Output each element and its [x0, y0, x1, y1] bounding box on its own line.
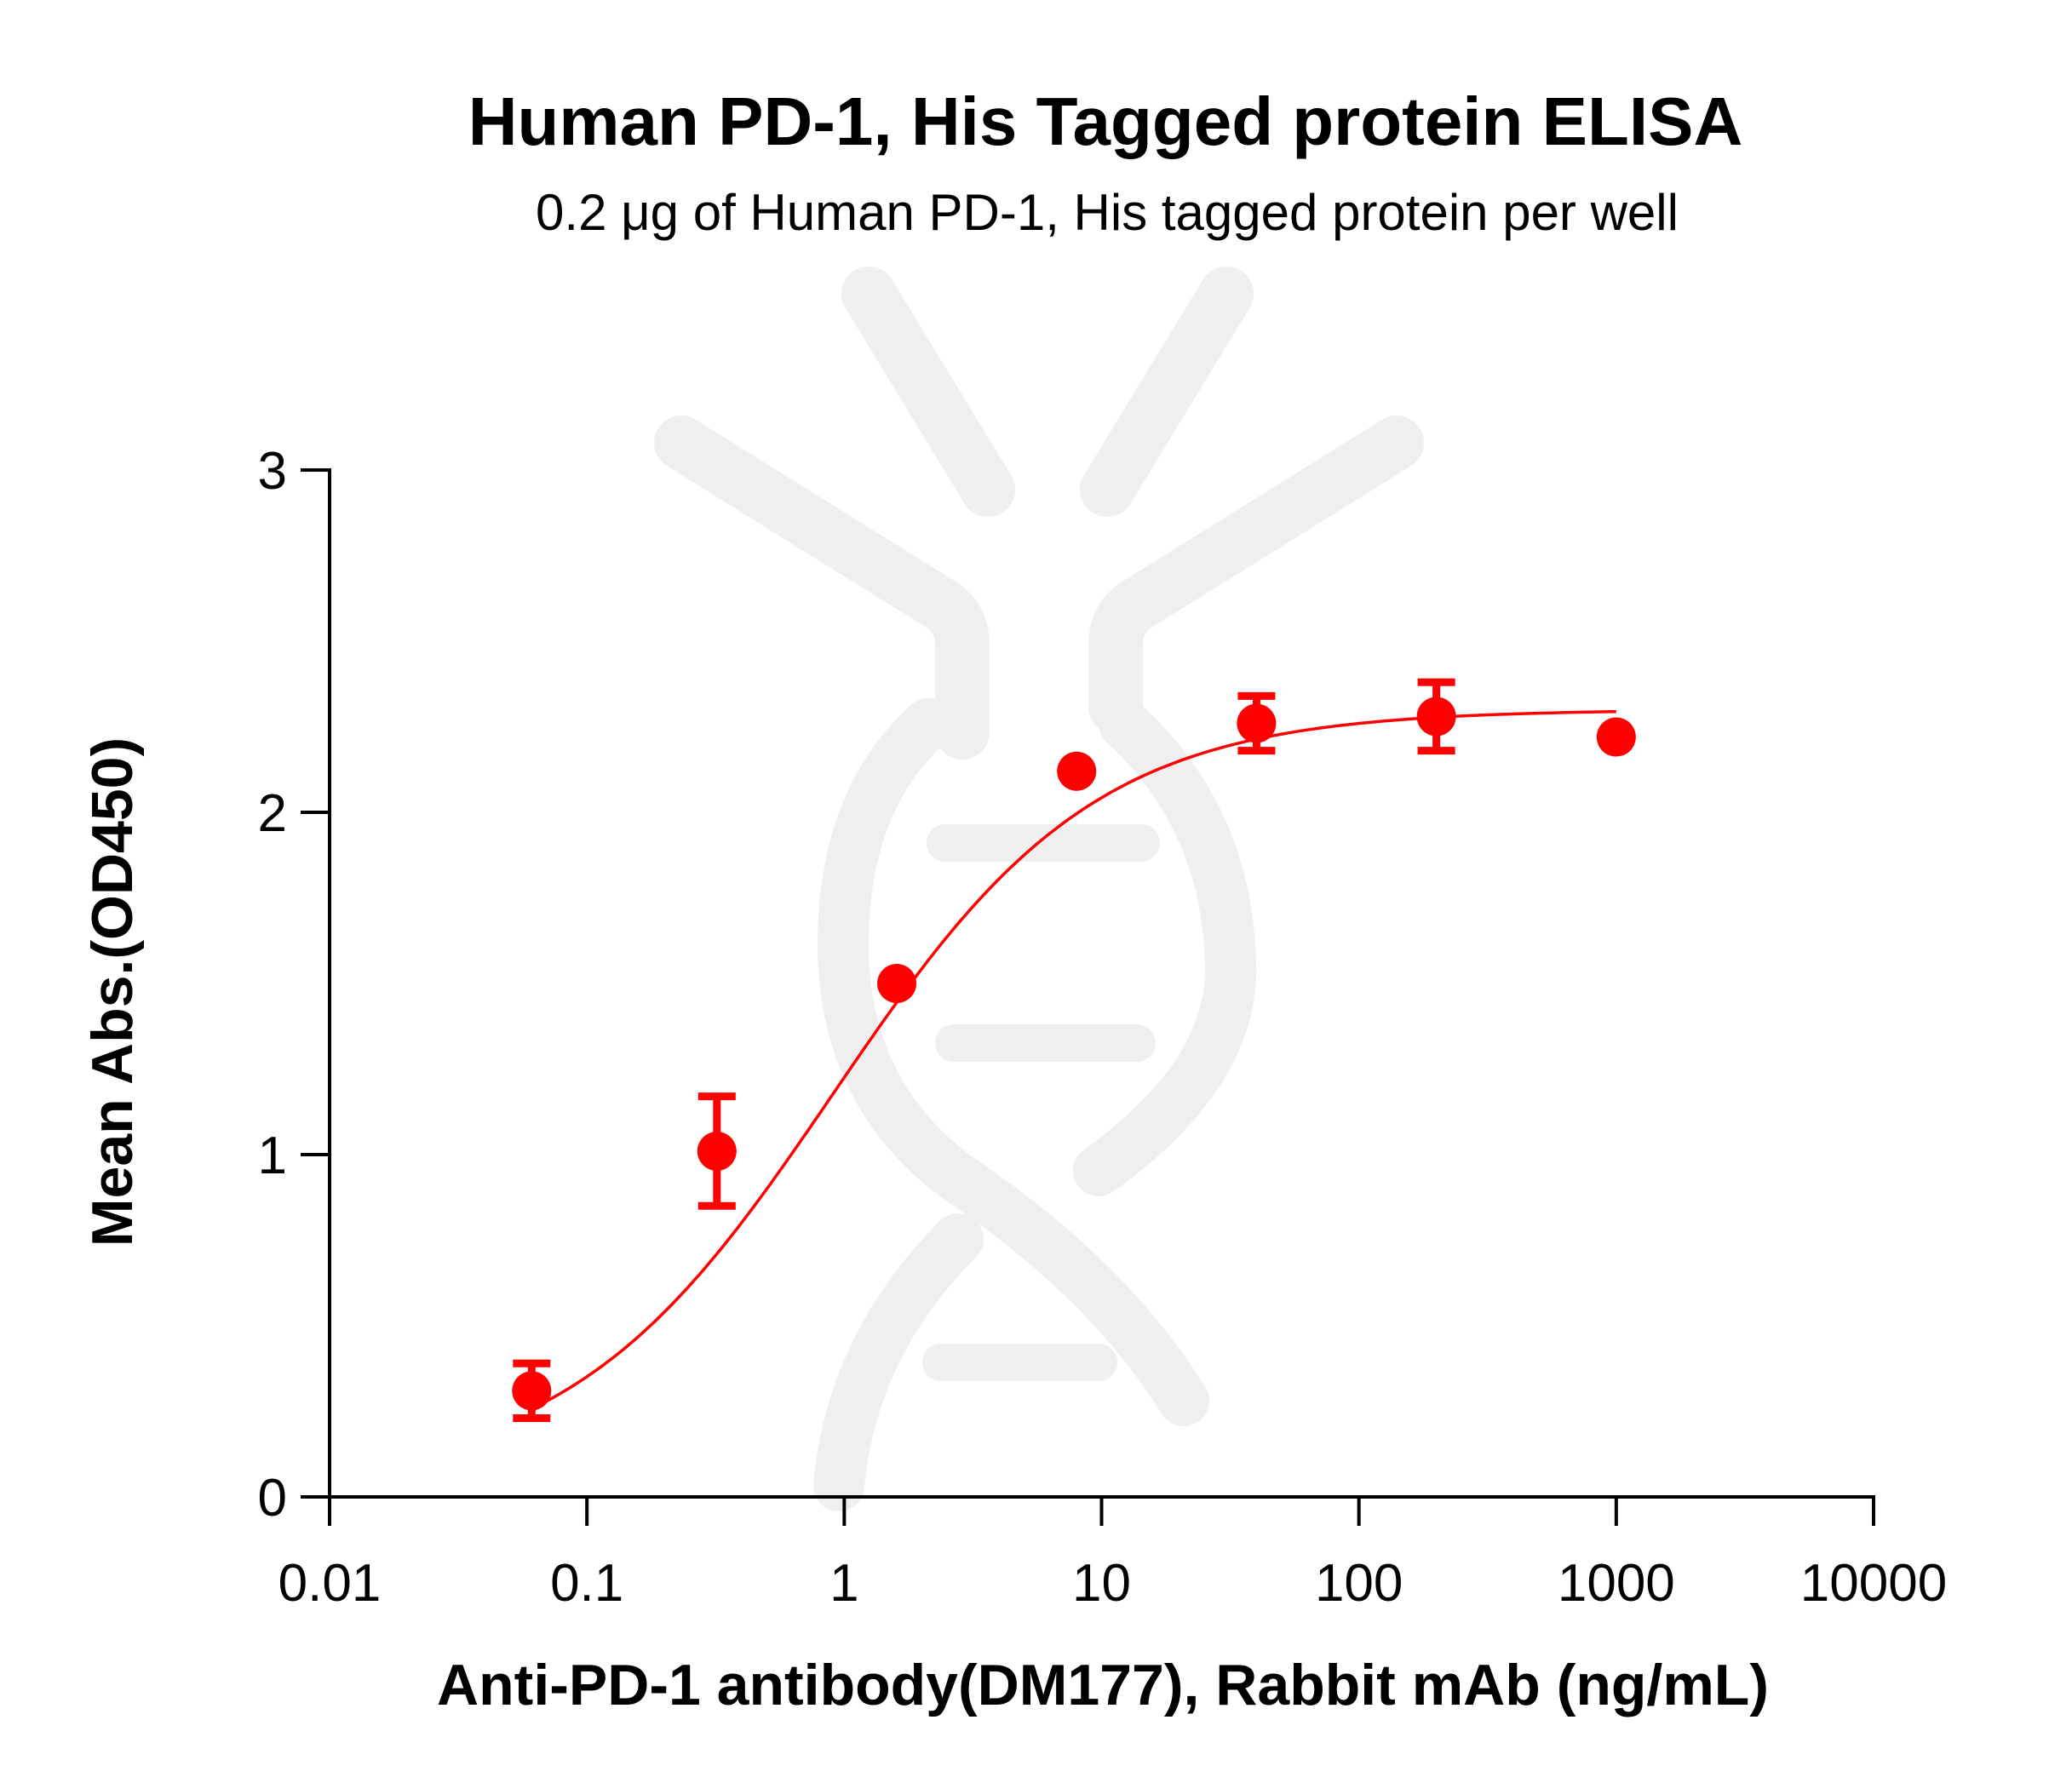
chart-title: Human PD-1, His Tagged protein ELISA: [468, 83, 1742, 159]
y-axis-title: Mean Abs.(OD450): [80, 737, 145, 1247]
y-tick-label: 1: [258, 1127, 287, 1185]
data-point: [1416, 697, 1456, 737]
data-point: [512, 1371, 552, 1411]
y-tick-label: 0: [258, 1469, 287, 1528]
data-points-layer: [512, 678, 1636, 1423]
data-point: [1596, 717, 1636, 757]
data-point: [877, 964, 917, 1003]
x-tick-label: 100: [1315, 1554, 1403, 1613]
x-tick-label: 0.1: [550, 1554, 623, 1613]
chart-subtitle: 0.2 μg of Human PD-1, His tagged protein…: [536, 184, 1679, 241]
data-point: [1237, 703, 1277, 743]
x-tick-label: 1: [829, 1554, 858, 1613]
y-axis: 0 1 2 3: [258, 442, 331, 1528]
x-tick-label: 10: [1072, 1554, 1131, 1613]
watermark-logo: [654, 267, 1424, 1511]
y-ticks: 0 1 2 3: [258, 442, 331, 1528]
x-tick-label: 10000: [1800, 1554, 1947, 1613]
x-axis-title: Anti-PD-1 antibody(DM177), Rabbit mAb (n…: [437, 1653, 1769, 1717]
data-point: [697, 1131, 737, 1171]
data-point: [1057, 751, 1097, 791]
x-tick-label: 1000: [1558, 1554, 1675, 1613]
x-tick-label: 0.01: [278, 1554, 382, 1613]
y-tick-label: 2: [258, 784, 287, 843]
y-tick-label: 3: [258, 442, 287, 501]
x-axis: 0.01 0.1 1 10 100 1000 10000: [278, 1495, 1947, 1613]
x-ticks: 0.01 0.1 1 10 100 1000 10000: [278, 1495, 1947, 1613]
